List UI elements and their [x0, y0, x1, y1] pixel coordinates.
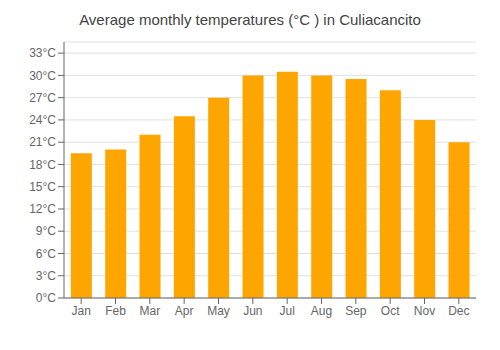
svg-text:Jan: Jan	[71, 304, 90, 318]
svg-text:6°C: 6°C	[36, 247, 56, 261]
svg-text:Nov: Nov	[414, 304, 435, 318]
svg-text:Oct: Oct	[381, 304, 400, 318]
svg-text:Dec: Dec	[448, 304, 469, 318]
svg-text:0°C: 0°C	[36, 291, 56, 305]
svg-text:21°C: 21°C	[29, 135, 56, 149]
svg-text:15°C: 15°C	[29, 180, 56, 194]
svg-text:Jun: Jun	[243, 304, 262, 318]
svg-text:Mar: Mar	[139, 304, 160, 318]
svg-text:9°C: 9°C	[36, 224, 56, 238]
svg-text:Sep: Sep	[345, 304, 367, 318]
svg-text:24°C: 24°C	[29, 113, 56, 127]
svg-text:18°C: 18°C	[29, 158, 56, 172]
svg-text:Apr: Apr	[175, 304, 194, 318]
svg-text:33°C: 33°C	[29, 46, 56, 60]
svg-text:Feb: Feb	[105, 304, 126, 318]
html-text:Average monthly temperatures (: Average monthly temperatures (°C ) in Cu…	[79, 11, 421, 28]
svg-text:3°C: 3°C	[36, 269, 56, 283]
svg-text:Jul: Jul	[279, 304, 294, 318]
svg-text:30°C: 30°C	[29, 69, 56, 83]
svg-text:May: May	[207, 304, 230, 318]
svg-text:12°C: 12°C	[29, 202, 56, 216]
svg-text:27°C: 27°C	[29, 91, 56, 105]
svg-text:Aug: Aug	[311, 304, 332, 318]
